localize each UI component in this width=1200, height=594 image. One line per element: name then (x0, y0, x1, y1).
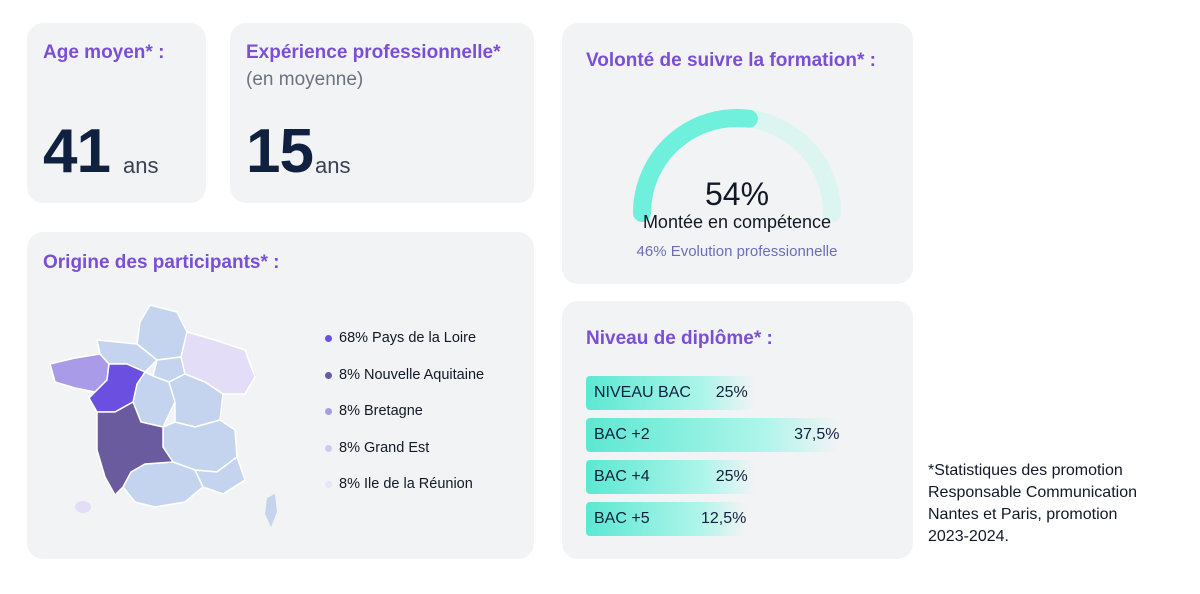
legend-dot (325, 481, 332, 489)
legend-label: 8% Bretagne (339, 403, 423, 420)
gauge-chart (633, 109, 841, 222)
experience-subtitle: (en moyenne) (246, 69, 364, 90)
map-region-nouvelle-aquitaine (96, 400, 175, 497)
legend-label: 8% Ile de la Réunion (339, 476, 473, 493)
age-unit: ans (123, 153, 159, 178)
volonte-card: Volonté de suivre la formation* : 54% Mo… (562, 23, 913, 284)
footnote: *Statistiques des promotion Responsable … (928, 460, 1178, 548)
age-value: 41 (43, 117, 111, 186)
experience-title: Expérience professionnelle* (246, 42, 501, 63)
map-region-grand-est (180, 331, 256, 395)
diplome-bar (586, 418, 840, 452)
diplome-title: Niveau de diplôme* : (586, 328, 773, 349)
legend-dot (325, 408, 332, 416)
origine-card: Origine des participants* : 68% Pays de … (27, 232, 534, 559)
diplome-bar-label: BAC +2 (594, 426, 650, 443)
diplome-bar-label: BAC +4 (594, 468, 650, 485)
diplome-bar (586, 502, 746, 536)
gauge-fill (633, 109, 758, 222)
age-title: Age moyen* : (43, 42, 165, 63)
diplome-bar-value: 25% (715, 468, 748, 485)
diplome-bar-label: NIVEAU BAC (594, 384, 691, 401)
experience-value: 15 (246, 117, 314, 186)
gauge-percent: 54% (704, 176, 770, 212)
age-card: Age moyen* : 41 ans (27, 23, 206, 203)
footnote-line: Nantes et Paris, promotion (928, 506, 1118, 523)
diplome-bar-value: 37,5% (794, 426, 840, 443)
map-region-paca (193, 455, 246, 495)
map-region-reunion (75, 501, 91, 513)
diplome-bar-value: 12,5% (701, 510, 747, 527)
diplome-bar (586, 376, 755, 410)
gauge-secondary-label: 46% Evolution professionnelle (636, 243, 838, 260)
legend-dot (325, 444, 332, 452)
legend-label: 8% Nouvelle Aquitaine (339, 366, 485, 383)
origine-title: Origine des participants* : (43, 252, 280, 273)
legend-label: 68% Pays de la Loire (339, 330, 477, 346)
diplome-bar-value: 25% (715, 384, 748, 401)
footnote-line: 2023-2024. (928, 528, 1009, 545)
experience-unit: ans (315, 153, 351, 178)
diplome-bar-label: BAC +5 (594, 510, 650, 527)
gauge-main-label: Montée en compétence (642, 212, 832, 232)
volonte-title: Volonté de suivre la formation* : (586, 50, 876, 71)
diplome-card: Niveau de diplôme* : NIVEAU BAC 25% BAC … (562, 301, 913, 559)
experience-card: Expérience professionnelle* (en moyenne)… (230, 23, 534, 203)
legend-dot (325, 335, 332, 342)
legend-label: 8% Grand Est (339, 439, 430, 456)
diplome-bar (586, 460, 755, 494)
france-map (49, 304, 277, 527)
map-region-corse (265, 494, 277, 527)
footnote-line: *Statistiques des promotion (928, 462, 1123, 479)
legend-dot (325, 371, 332, 379)
footnote-line: Responsable Communication (928, 484, 1137, 501)
